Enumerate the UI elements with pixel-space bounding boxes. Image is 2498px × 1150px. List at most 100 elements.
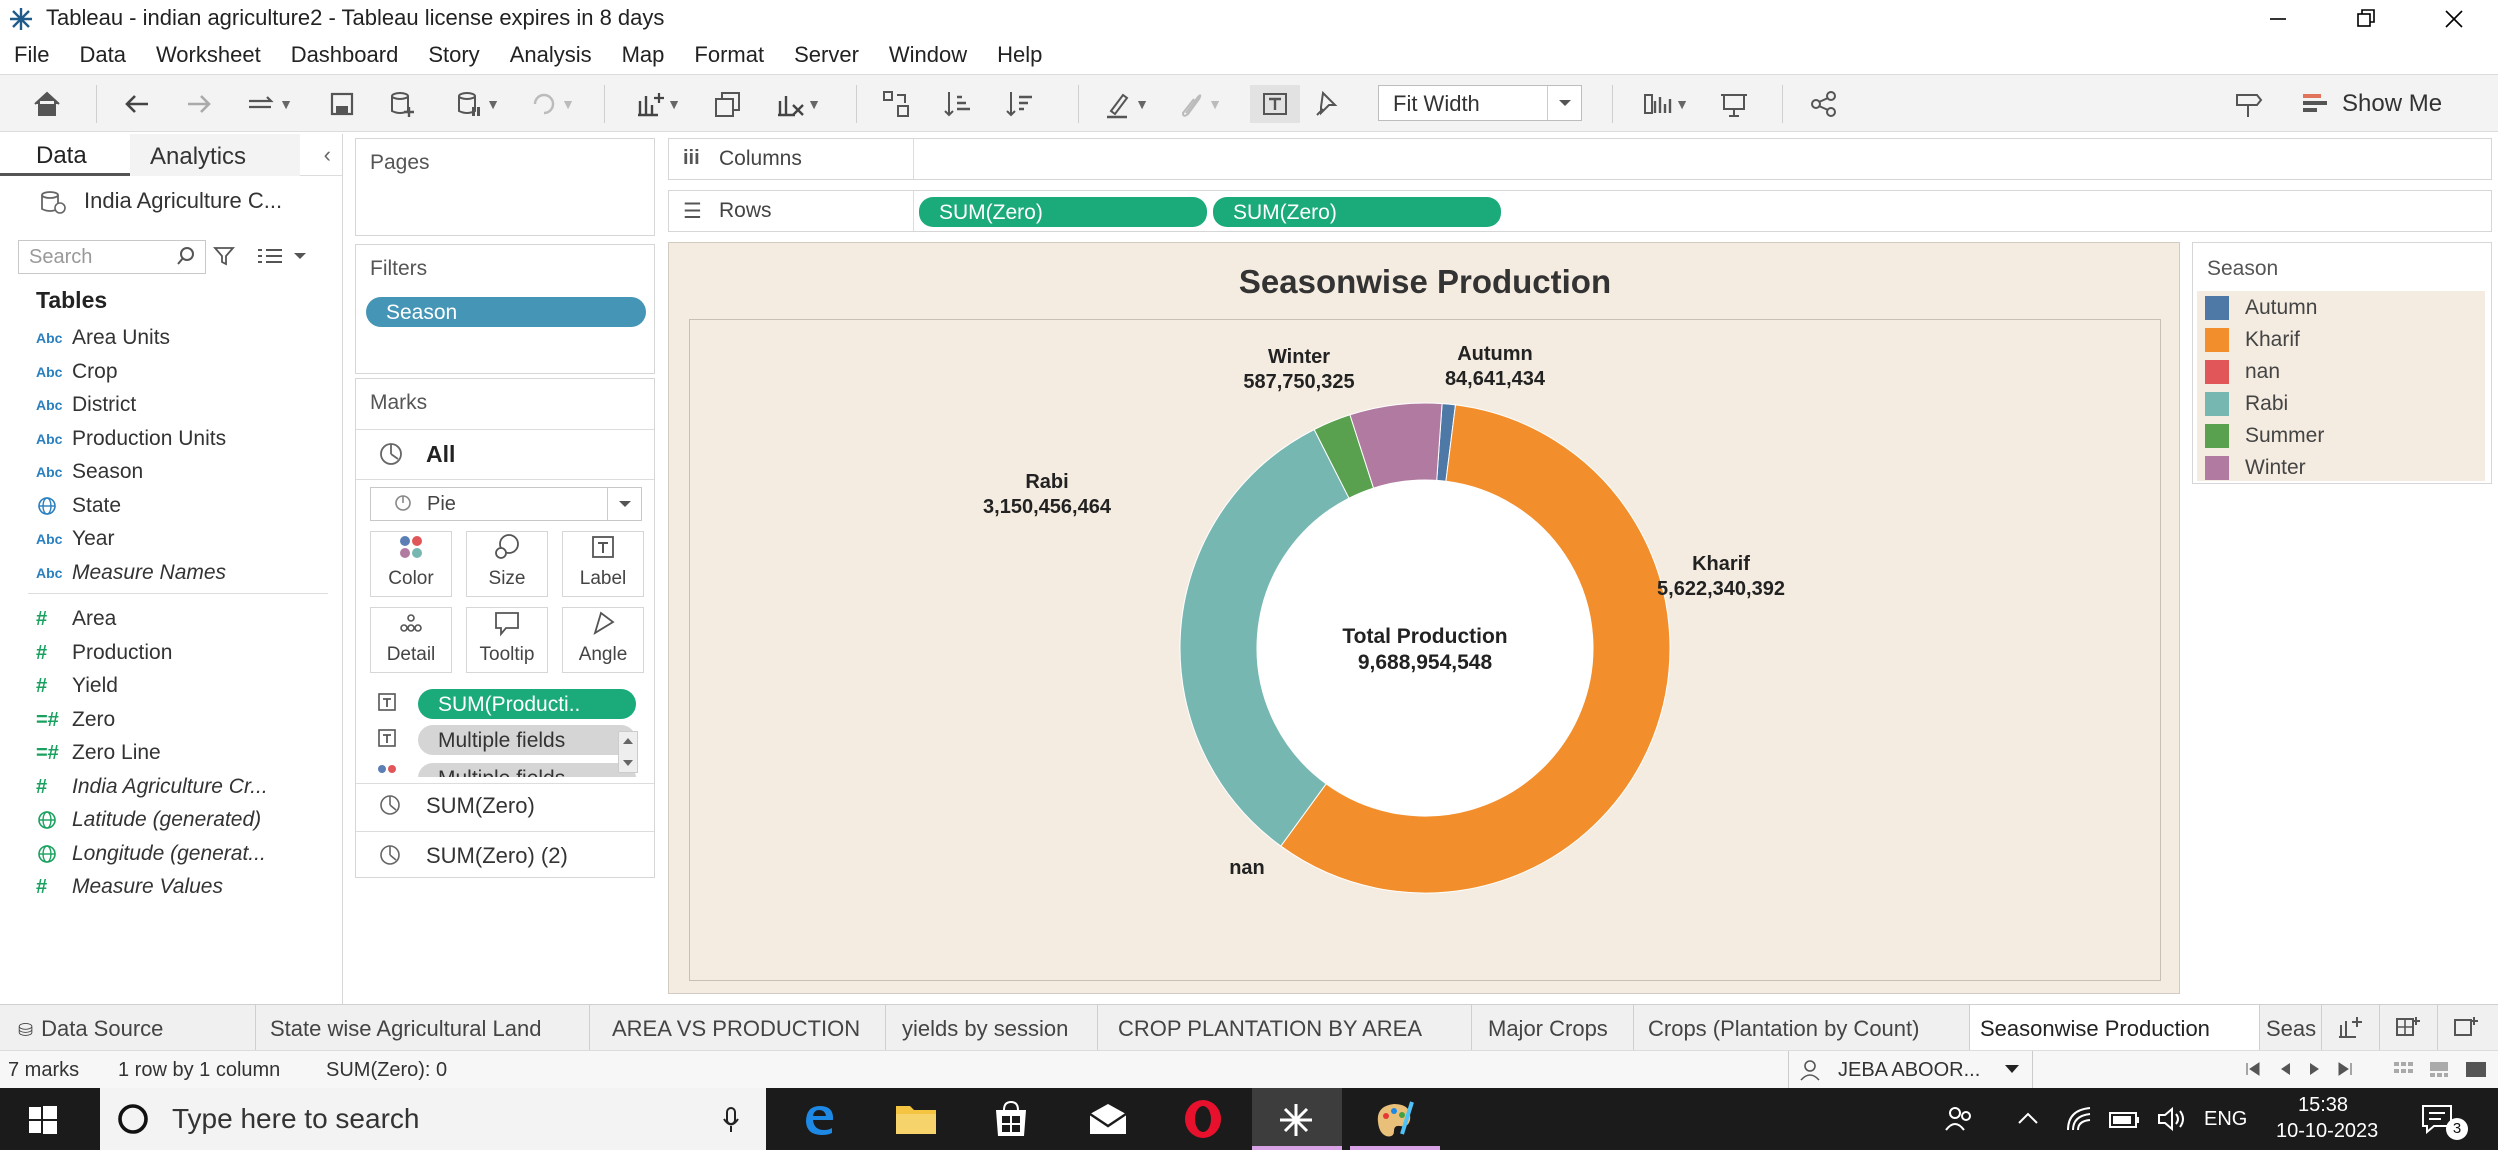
tab-state-wise-agricultural-land[interactable]: State wise Agricultural Land: [256, 1005, 590, 1051]
sum-zero-marks[interactable]: SUM(Zero): [426, 793, 535, 818]
multiple-fields-pill[interactable]: Multiple fields: [418, 725, 636, 755]
marks-all-label[interactable]: All: [426, 441, 456, 467]
close-button[interactable]: [2424, 0, 2484, 38]
sort-ascending-icon[interactable]: [936, 85, 980, 123]
duplicate-sheet-icon[interactable]: [706, 85, 750, 123]
color-button[interactable]: Color: [370, 531, 452, 597]
datasource-name[interactable]: India Agriculture C...: [84, 188, 283, 213]
clear-sheet-icon[interactable]: ▼: [762, 85, 832, 123]
field-season[interactable]: Abc Season: [36, 460, 144, 483]
legend-item-autumn[interactable]: Autumn: [2205, 293, 2317, 323]
user-name[interactable]: JEBA ABOOR...: [1838, 1059, 1981, 1081]
file-explorer-icon[interactable]: [894, 1100, 938, 1138]
show-mark-labels-icon[interactable]: [1250, 85, 1300, 123]
label-button[interactable]: Label: [562, 531, 644, 597]
tab-yields-by-session[interactable]: yields by session: [886, 1005, 1098, 1051]
chevron-down-icon[interactable]: [2004, 1063, 2020, 1075]
field-crop[interactable]: Abc Crop: [36, 360, 118, 383]
share-icon[interactable]: [1802, 85, 1846, 123]
tab-data[interactable]: Data: [0, 134, 130, 176]
language-indicator[interactable]: ENG: [2204, 1108, 2248, 1130]
sum-zero-2-marks[interactable]: SUM(Zero) (2): [426, 843, 568, 868]
new-dashboard-tab-icon[interactable]: [2380, 1005, 2438, 1051]
fit-width-select[interactable]: Fit Width: [1378, 85, 1582, 121]
tab-crop-plantation-by-area[interactable]: CROP PLANTATION BY AREA: [1098, 1005, 1472, 1051]
columns-shelf[interactable]: iii Columns: [668, 138, 2492, 180]
tab-major-crops[interactable]: Major Crops: [1472, 1005, 1634, 1051]
next-sheet-icon[interactable]: [2306, 1060, 2324, 1078]
tab-analytics[interactable]: Analytics: [130, 134, 300, 176]
menu-data[interactable]: Data: [79, 42, 126, 67]
filter-season-pill[interactable]: Season: [366, 297, 646, 327]
sum-production-pill[interactable]: SUM(Producti..: [418, 689, 636, 719]
field-yield[interactable]: # Yield: [36, 674, 118, 697]
menu-analysis[interactable]: Analysis: [509, 42, 592, 67]
search-input[interactable]: Search: [18, 240, 206, 274]
store-icon[interactable]: [990, 1098, 1032, 1140]
chevron-up-icon[interactable]: [2016, 1108, 2040, 1128]
menu-server[interactable]: Server: [794, 42, 859, 67]
donut-chart[interactable]: Total Production 9,688,954,548 Autumn 84,64…: [669, 243, 2181, 995]
windows-start-icon[interactable]: [28, 1105, 58, 1135]
new-worksheet-icon[interactable]: ▼: [624, 85, 690, 123]
field-production[interactable]: # Production: [36, 641, 173, 664]
sign-post-icon[interactable]: [2226, 85, 2270, 123]
field-measure-names[interactable]: Abc Measure Names: [36, 561, 227, 584]
home-icon[interactable]: [24, 85, 70, 123]
first-sheet-icon[interactable]: [2244, 1060, 2262, 1078]
legend-item-nan[interactable]: nan: [2205, 357, 2280, 387]
field-latitude[interactable]: Latitude (generated): [36, 804, 261, 836]
tab-area-vs-production[interactable]: AREA VS PRODUCTION: [590, 1005, 886, 1051]
tooltip-button[interactable]: Tooltip: [466, 607, 548, 673]
row-pill-sum-zero[interactable]: SUM(Zero): [919, 197, 1207, 227]
paint-taskbar-button[interactable]: [1350, 1088, 1440, 1150]
menu-window[interactable]: Window: [888, 42, 968, 67]
minimize-button[interactable]: [2248, 0, 2308, 38]
filter-icon[interactable]: [212, 244, 236, 268]
detail-button[interactable]: Detail: [370, 607, 452, 673]
sort-descending-icon[interactable]: [998, 85, 1042, 123]
menu-format[interactable]: Format: [694, 42, 765, 67]
menu-worksheet[interactable]: Worksheet: [155, 42, 261, 67]
row-pill-sum-zero-2[interactable]: SUM(Zero): [1213, 197, 1501, 227]
show-me-button[interactable]: Show Me: [2300, 85, 2442, 123]
tab-data-source[interactable]: ⛁ Data Source: [0, 1005, 256, 1051]
filters-card[interactable]: Filters Season: [355, 244, 655, 374]
field-district[interactable]: Abc District: [36, 393, 137, 416]
field-zero-line[interactable]: =# Zero Line: [36, 741, 161, 764]
opera-browser-icon[interactable]: [1182, 1098, 1224, 1140]
field-area-units[interactable]: Abc Area Units: [36, 326, 171, 349]
swap-rows-columns-icon[interactable]: [874, 85, 918, 123]
show-hide-cards-icon[interactable]: ▼: [1630, 85, 1700, 123]
volume-icon[interactable]: [2156, 1106, 2188, 1132]
clock-date[interactable]: 10-10-2023: [2276, 1120, 2379, 1142]
save-icon[interactable]: [322, 85, 362, 123]
filmstrip-icon[interactable]: [2428, 1059, 2450, 1081]
refresh-icon[interactable]: ▼: [518, 85, 584, 123]
group-members-icon[interactable]: ▼: [1166, 85, 1230, 123]
mail-icon[interactable]: [1086, 1100, 1130, 1138]
fix-axes-icon[interactable]: [1306, 85, 1346, 123]
restore-button[interactable]: [2336, 0, 2396, 38]
legend-item-summer[interactable]: Summer: [2205, 421, 2324, 451]
new-story-tab-icon[interactable]: [2438, 1005, 2498, 1051]
last-sheet-icon[interactable]: [2336, 1060, 2354, 1078]
undo-icon[interactable]: [114, 85, 160, 123]
field-india-agriculture-count[interactable]: # India Agriculture Cr...: [36, 775, 268, 798]
field-measure-values[interactable]: # Measure Values: [36, 875, 223, 898]
size-button[interactable]: Size: [466, 531, 548, 597]
wifi-icon[interactable]: [2064, 1104, 2094, 1134]
new-worksheet-tab-icon[interactable]: [2322, 1005, 2380, 1051]
tableau-taskbar-button[interactable]: [1252, 1088, 1342, 1150]
field-longitude[interactable]: Longitude (generat...: [36, 838, 266, 870]
notifications-icon[interactable]: [2420, 1102, 2456, 1136]
view-options-icon[interactable]: [256, 246, 308, 266]
menu-map[interactable]: Map: [621, 42, 665, 67]
menu-help[interactable]: Help: [997, 42, 1043, 67]
people-icon[interactable]: [1944, 1104, 1974, 1134]
field-production-units[interactable]: Abc Production Units: [36, 427, 227, 450]
multiple-fields-pill[interactable]: Multiple fields: [418, 763, 636, 777]
highlight-icon[interactable]: ▼: [1096, 85, 1154, 123]
taskbar-search-input[interactable]: Type here to search: [100, 1088, 766, 1150]
microphone-icon[interactable]: [722, 1106, 740, 1134]
